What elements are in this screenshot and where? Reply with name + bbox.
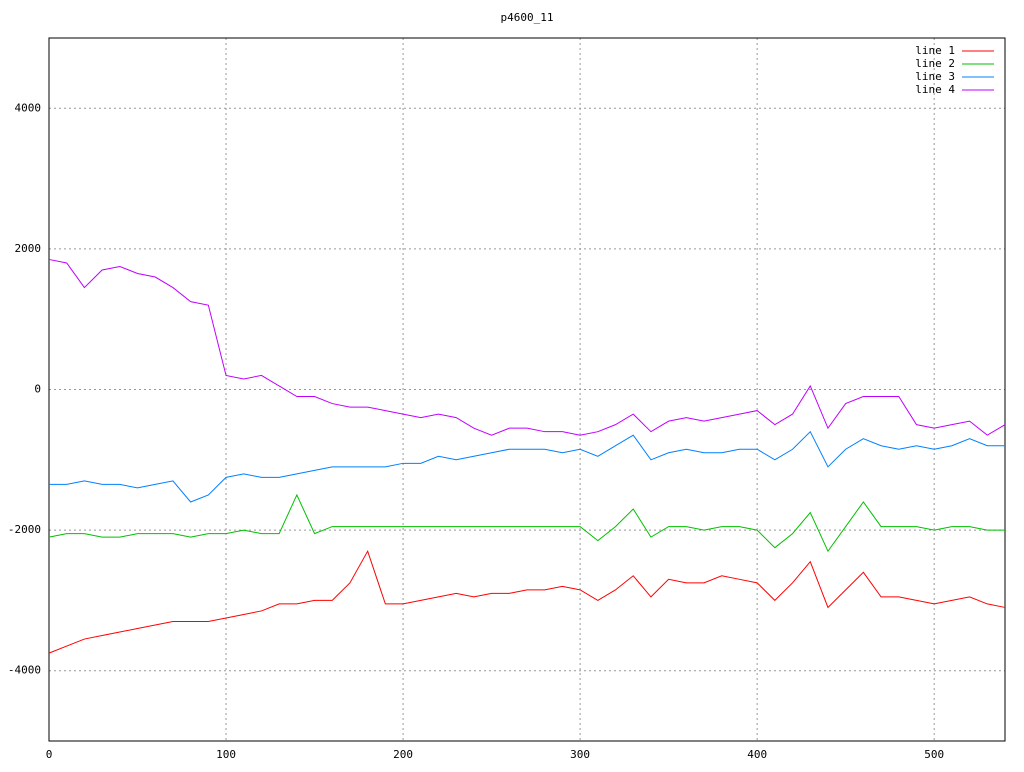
x-tick-label: 0 bbox=[46, 748, 53, 761]
series-line bbox=[48, 258, 1006, 436]
legend-label: line 3 bbox=[915, 70, 955, 83]
x-tick-label: 400 bbox=[747, 748, 767, 761]
series-line bbox=[49, 430, 1005, 503]
legend-label: line 1 bbox=[915, 44, 955, 57]
legend-label: line 2 bbox=[915, 57, 955, 70]
x-tick-label: 100 bbox=[216, 748, 236, 761]
y-tick-label: 4000 bbox=[15, 101, 42, 114]
y-tick-label: 2000 bbox=[15, 242, 42, 255]
series-line bbox=[48, 549, 1006, 654]
x-tick-label: 300 bbox=[570, 748, 590, 761]
plot-frame bbox=[48, 37, 1006, 742]
y-tick-label: -4000 bbox=[8, 664, 41, 677]
x-tick-label: 500 bbox=[924, 748, 944, 761]
series-line bbox=[48, 493, 1005, 553]
legend-label: line 4 bbox=[915, 83, 955, 96]
x-tick-label: 200 bbox=[393, 748, 413, 761]
chart-title: p4600_11 bbox=[501, 11, 554, 24]
y-tick-label: 0 bbox=[34, 383, 41, 396]
y-tick-label: -2000 bbox=[8, 523, 41, 536]
